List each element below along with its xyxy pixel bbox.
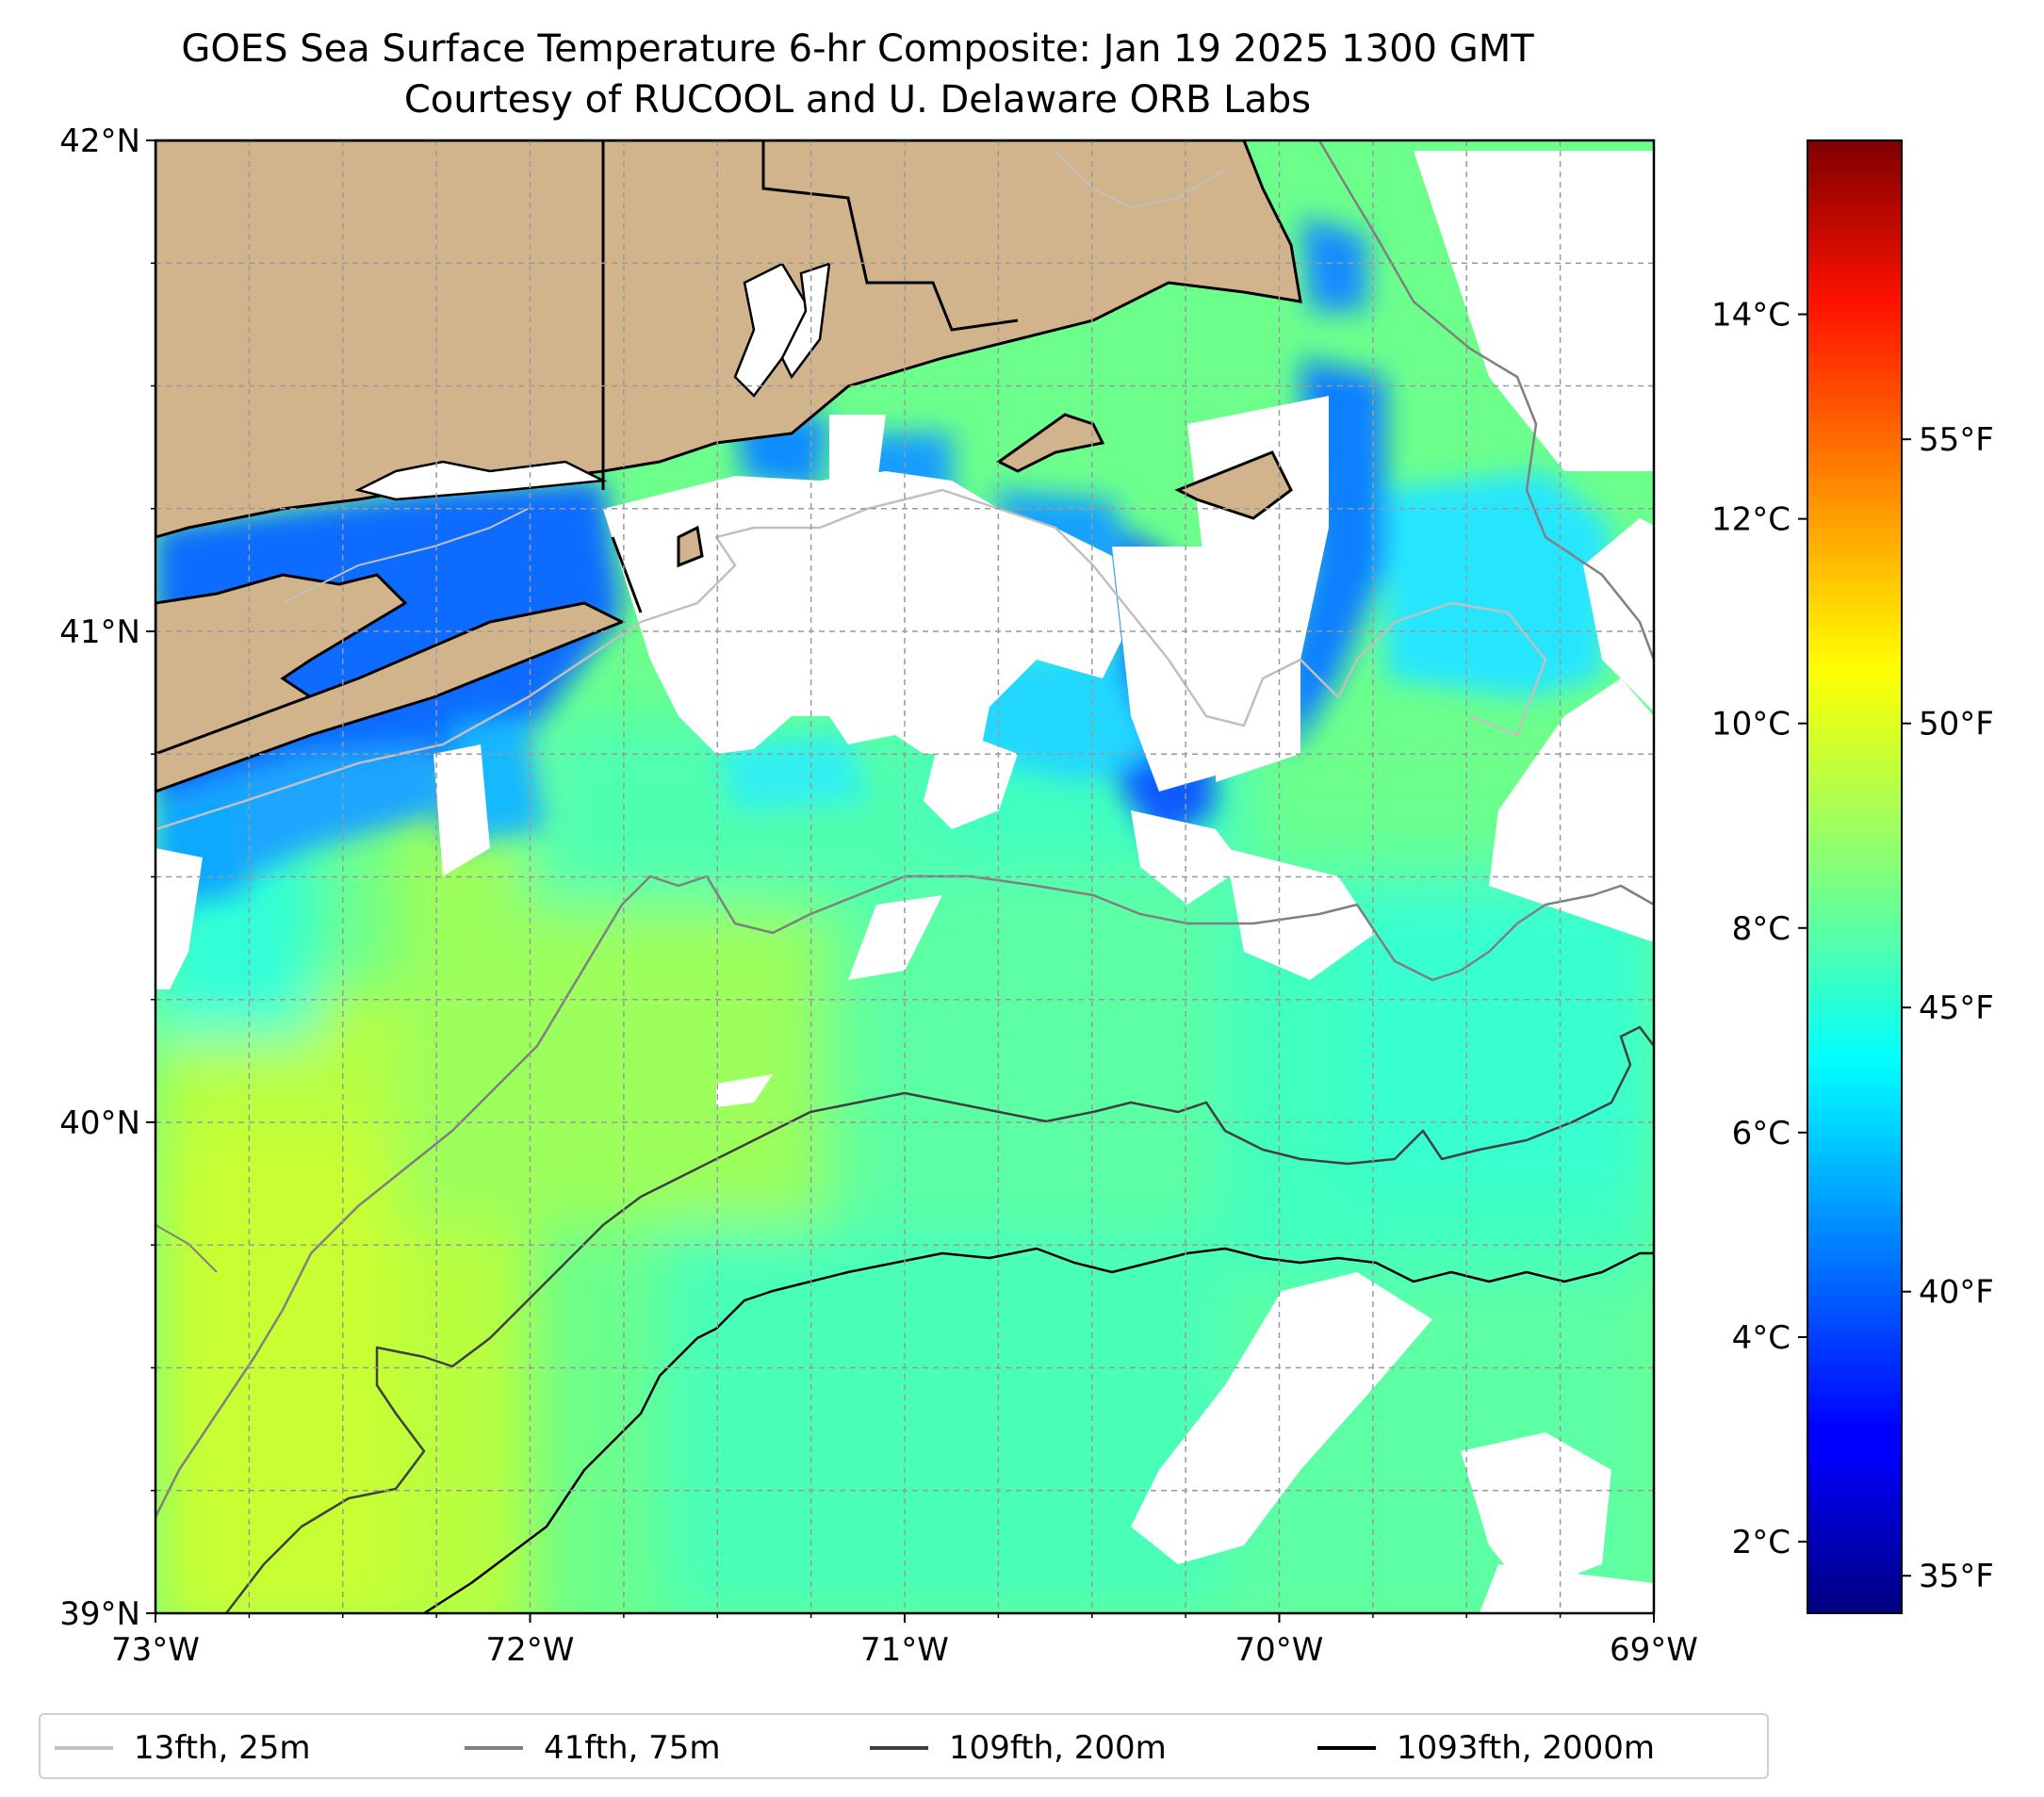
fahrenheit-tick-label: 50°F: [1919, 706, 1994, 743]
legend-label: 13fth, 25m: [134, 1729, 311, 1767]
contour-25m: [155, 488, 1547, 831]
legend-swatch: [1317, 1746, 1376, 1750]
celsius-tick-label: 2°C: [1732, 1524, 1791, 1561]
lon-tick-label: 71°W: [860, 1631, 949, 1669]
lat-tick-label: 40°N: [59, 1104, 140, 1142]
contour-75m: [155, 874, 1654, 1518]
celsius-tick-label: 4°C: [1732, 1319, 1791, 1357]
fahrenheit-tick-label: 55°F: [1919, 421, 1994, 459]
celsius-tick-label: 8°C: [1732, 910, 1791, 948]
celsius-tick-label: 12°C: [1711, 501, 1791, 539]
lat-tick-label: 39°N: [59, 1595, 140, 1633]
legend: 13fth, 25m 41fth, 75m 109fth, 200m 1093f…: [39, 1713, 1769, 1779]
legend-item-200m: 109fth, 200m: [870, 1715, 1167, 1781]
fahrenheit-tick-label: 35°F: [1919, 1558, 1994, 1595]
lon-tick-label: 70°W: [1235, 1631, 1324, 1669]
fahrenheit-tick-label: 45°F: [1919, 989, 1994, 1027]
contour-2000m: [423, 1247, 1654, 1613]
colorbar-celsius-ticks: 2°C 4°C 6°C 8°C 10°C 12°C 14°C: [1711, 297, 1807, 1561]
fahrenheit-tick-label: 40°F: [1919, 1274, 1994, 1312]
colorbar-fahrenheit-ticks: 35°F 40°F 45°F 50°F 55°F: [1902, 421, 1994, 1595]
longitude-ticks: 73°W 72°W 71°W 70°W 69°W: [111, 1613, 1698, 1669]
sst-field: [155, 140, 1654, 1613]
lat-tick-label: 42°N: [59, 123, 140, 160]
map-title: GOES Sea Surface Temperature 6-hr Compos…: [181, 27, 1534, 71]
legend-swatch: [870, 1746, 928, 1750]
legend-swatch: [465, 1746, 523, 1750]
land-mass: [155, 140, 1302, 793]
celsius-tick-label: 14°C: [1711, 297, 1791, 335]
lon-tick-label: 73°W: [111, 1631, 200, 1669]
celsius-tick-label: 6°C: [1732, 1115, 1791, 1152]
colorbar: [1807, 139, 1903, 1614]
latitude-ticks: 42°N 41°N 40°N 39°N: [59, 123, 155, 1633]
celsius-tick-label: 10°C: [1711, 706, 1791, 743]
lon-tick-label: 69°W: [1610, 1631, 1698, 1669]
lat-tick-label: 41°N: [59, 613, 140, 651]
gridlines: [155, 140, 1654, 1613]
legend-item-25m: 13fth, 25m: [55, 1715, 311, 1781]
contour-200m: [225, 1025, 1654, 1613]
lon-tick-label: 72°W: [486, 1631, 575, 1669]
legend-label: 109fth, 200m: [949, 1729, 1167, 1767]
legend-item-75m: 41fth, 75m: [465, 1715, 721, 1781]
legend-swatch: [55, 1746, 113, 1750]
legend-item-2000m: 1093fth, 2000m: [1317, 1715, 1655, 1781]
legend-label: 1093fth, 2000m: [1397, 1729, 1656, 1767]
map-subtitle: Courtesy of RUCOOL and U. Delaware ORB L…: [403, 78, 1312, 122]
legend-label: 41fth, 75m: [544, 1729, 721, 1767]
